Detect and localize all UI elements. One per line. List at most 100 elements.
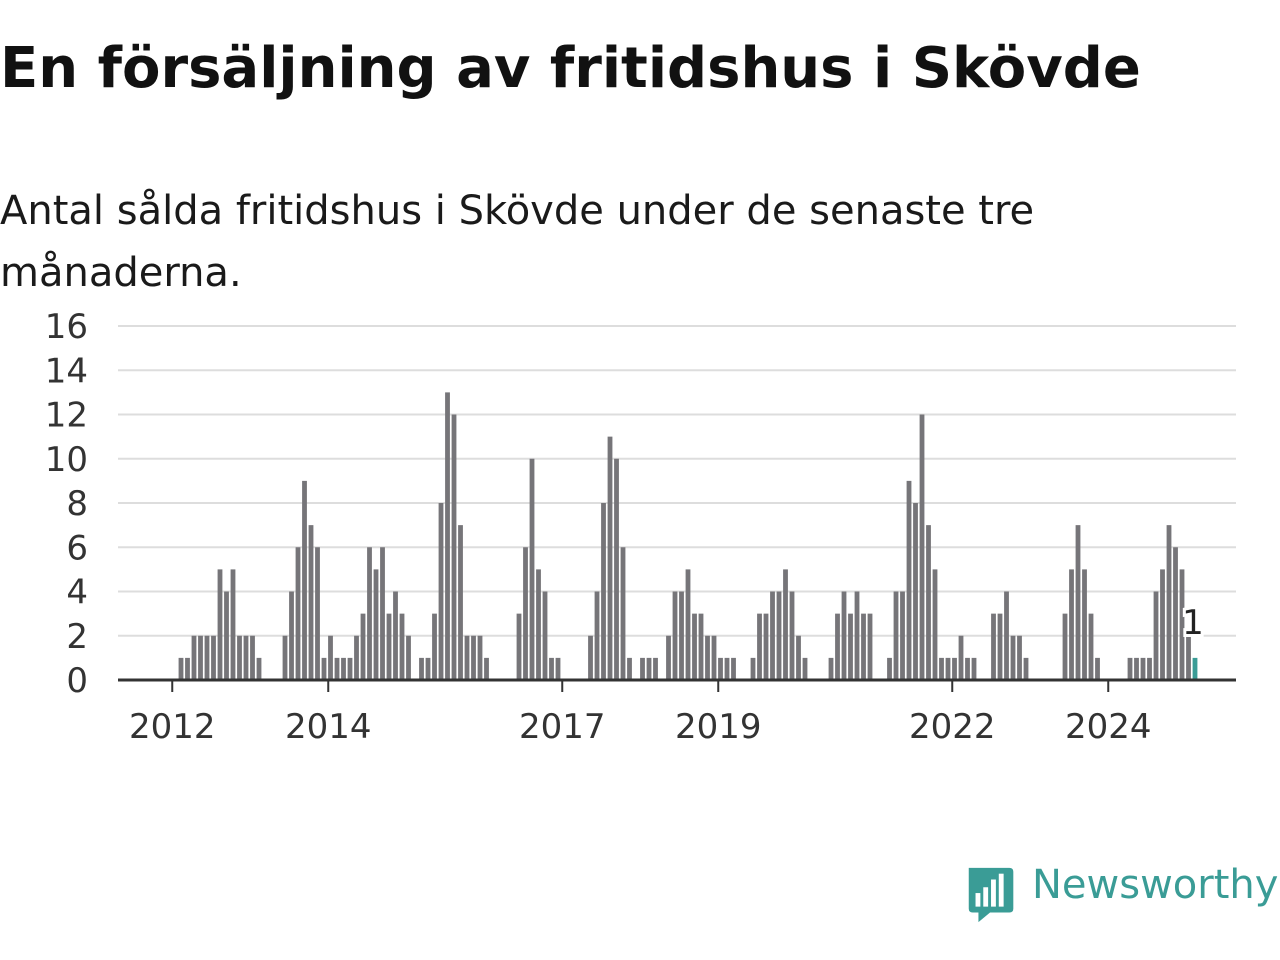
x-tick-label: 2019 <box>675 707 762 747</box>
bar <box>1069 569 1074 681</box>
grid-lines <box>118 325 1236 637</box>
bar <box>347 657 353 681</box>
bar <box>484 657 489 681</box>
bar <box>952 657 957 681</box>
bar <box>308 525 314 681</box>
bar <box>1127 657 1133 681</box>
bar <box>919 414 925 680</box>
bar <box>945 657 951 681</box>
bar <box>523 547 528 680</box>
bar <box>789 591 795 680</box>
bar <box>926 525 931 681</box>
bar <box>620 547 626 680</box>
bar <box>328 635 333 680</box>
y-tick-label: 12 <box>45 396 88 436</box>
bar <box>373 569 379 681</box>
bar <box>1088 613 1094 681</box>
y-tick-label: 0 <box>66 661 88 701</box>
x-tick-label: 2024 <box>1065 707 1152 747</box>
bars <box>178 392 1198 681</box>
bar <box>640 657 645 681</box>
bar <box>406 635 411 680</box>
bar <box>425 657 431 681</box>
bar <box>1147 657 1152 681</box>
bar <box>900 591 905 680</box>
bar <box>711 635 717 680</box>
bar <box>588 635 593 680</box>
bar <box>724 657 730 681</box>
bar <box>1166 525 1172 681</box>
bar <box>848 613 853 681</box>
bar <box>380 547 385 680</box>
bar <box>718 657 723 681</box>
y-tick-label: 4 <box>66 573 88 613</box>
bar <box>802 657 808 681</box>
bar <box>256 657 262 681</box>
bar <box>1010 635 1016 680</box>
bar <box>477 635 483 680</box>
bar <box>354 635 359 680</box>
x-tick-label: 2014 <box>285 707 372 747</box>
bar <box>685 569 691 681</box>
y-tick-label: 14 <box>45 351 88 391</box>
bar <box>1023 657 1029 681</box>
bar <box>965 657 970 681</box>
bar <box>828 657 834 681</box>
bar <box>757 613 762 681</box>
y-tick-label: 6 <box>66 528 88 568</box>
bar <box>698 613 704 681</box>
bar <box>341 657 346 681</box>
brand-name: Newsworthy <box>1032 862 1279 908</box>
latest-value-label: 1 <box>1182 603 1204 643</box>
bar <box>776 591 782 680</box>
bar <box>607 436 613 681</box>
bar <box>939 657 944 681</box>
bar <box>692 613 697 681</box>
bar <box>1062 613 1068 681</box>
bar <box>237 635 242 680</box>
bar <box>1134 657 1139 681</box>
bar <box>1173 547 1178 680</box>
bar <box>893 591 899 680</box>
y-tick-label: 8 <box>66 484 88 524</box>
bar <box>438 503 444 680</box>
bar <box>1004 591 1009 680</box>
x-tick-label: 2017 <box>519 707 606 747</box>
bar <box>536 569 541 681</box>
bar <box>198 635 203 680</box>
bar <box>601 503 606 680</box>
bar <box>854 591 860 680</box>
bar <box>555 657 561 681</box>
bar <box>542 591 548 680</box>
bar <box>204 635 210 680</box>
bar <box>191 635 197 680</box>
bar <box>783 569 788 681</box>
bar <box>653 657 658 681</box>
bar <box>386 613 392 681</box>
bar <box>614 458 619 680</box>
bar-latest <box>1192 657 1198 681</box>
bar <box>393 591 398 680</box>
bar <box>185 657 190 681</box>
x-tick-label: 2022 <box>909 707 996 747</box>
bar <box>445 392 450 681</box>
bar <box>1095 657 1100 681</box>
bar <box>1186 635 1191 680</box>
bar <box>471 635 476 680</box>
bar <box>217 569 223 681</box>
bar <box>250 635 255 680</box>
bar <box>464 635 470 680</box>
annotations: 1 <box>1179 600 1207 646</box>
bar <box>549 657 554 681</box>
bar <box>841 591 847 680</box>
bar <box>282 635 288 680</box>
bar <box>360 613 366 681</box>
bar <box>367 547 372 680</box>
bar <box>646 657 652 681</box>
bar <box>529 458 535 680</box>
bar <box>243 635 249 680</box>
bar <box>763 613 769 681</box>
bar <box>399 613 405 681</box>
